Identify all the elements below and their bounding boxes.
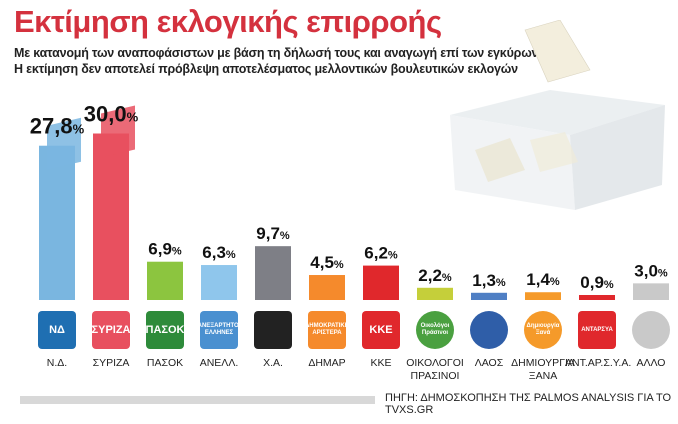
- allo-logo: [631, 310, 671, 350]
- syriza-logo: ΣΥΡΙΖΑ: [91, 310, 131, 350]
- data-label-10: 0,9%: [580, 273, 614, 292]
- data-label-5: 4,5%: [310, 253, 344, 272]
- chart-title: Εκτίμηση εκλογικής επιρροής: [14, 4, 442, 39]
- bar-7: [417, 287, 453, 300]
- bar-11: [633, 283, 669, 300]
- ballot-box-illustration: [450, 20, 665, 210]
- source-note: ΠΗΓΗ: ΔΗΜΟΣΚΟΠΗΣΗ ΤΗΣ PALMOS ANALYSIS ΓΙ…: [385, 392, 672, 416]
- chart-disclaimer: Η εκτίμηση δεν αποτελεί πρόβλεψη αποτελέ…: [14, 62, 518, 76]
- category-label-6: ΚΚΕ: [370, 357, 392, 369]
- data-label-4: 9,7%: [256, 224, 290, 243]
- category-label-9: ΔΗΜΙΟΥΡΓΙΑ ΞΑΝΑ: [511, 357, 575, 382]
- laos-logo: [469, 310, 509, 350]
- data-label-1: 30,0%: [84, 102, 139, 127]
- bar-3: [201, 265, 237, 300]
- category-label-11: ΑΛΛΟ: [636, 357, 666, 369]
- category-label-7: ΟΙΚΟΛΟΓΟΙ ΠΡΑΣΙΝΟΙ: [406, 357, 464, 382]
- bar-0: [39, 145, 75, 300]
- data-label-8: 1,3%: [472, 271, 506, 290]
- data-label-6: 6,2%: [364, 244, 398, 263]
- source-bar: [20, 396, 375, 404]
- dimiourgia-logo: Δημιουργία Ξανά: [523, 310, 563, 350]
- category-label-10: ΑΝΤ.ΑΡ.Σ.Υ.Α.: [565, 357, 632, 369]
- category-label-4: Χ.Α.: [263, 357, 283, 369]
- data-label-11: 3,0%: [634, 261, 668, 280]
- chart-subtitle: Με κατανομή των αναποφάσιστων με βάση τη…: [14, 46, 542, 60]
- bar-flag-1: [101, 105, 135, 158]
- bar-5: [309, 275, 345, 300]
- category-label-3: ΑΝΕΛΛ.: [199, 357, 239, 369]
- data-label-2: 6,9%: [148, 240, 182, 259]
- pasok-logo: ΠΑΣΟΚ: [145, 310, 185, 350]
- bar-9: [525, 292, 561, 300]
- nd-logo: ΝΔ: [37, 310, 77, 350]
- bar-6: [363, 265, 399, 300]
- bar-2: [147, 261, 183, 300]
- category-label-0: Ν.Δ.: [46, 357, 68, 369]
- kke-logo: ΚΚΕ: [361, 310, 401, 350]
- data-label-0: 27,8%: [30, 114, 85, 139]
- category-label-1: ΣΥΡΙΖΑ: [92, 357, 130, 369]
- bar-8: [471, 292, 507, 300]
- bar-1: [93, 133, 129, 300]
- category-label-8: ΛΑΟΣ: [474, 357, 504, 369]
- bar-4: [255, 246, 291, 300]
- anel-logo: ΑΝΕΞΑΡΤΗΤΟΙ ΕΛΛΗΝΕΣ: [198, 310, 240, 350]
- oikologoi-logo: Οικολόγοι Πράσινοι: [415, 310, 455, 350]
- bar-flag-0: [47, 117, 81, 170]
- data-label-7: 2,2%: [418, 266, 452, 285]
- category-label-2: ΠΑΣΟΚ: [146, 357, 184, 369]
- dimar-logo: ΔΗΜΟΚΡΑΤΙΚΗ ΑΡΙΣΤΕΡΑ: [305, 310, 349, 350]
- xa-logo: [253, 310, 293, 350]
- data-label-3: 6,3%: [202, 243, 236, 262]
- bar-10: [579, 295, 615, 300]
- data-label-9: 1,4%: [526, 270, 560, 289]
- category-label-5: ΔΗΜΑΡ: [308, 357, 346, 369]
- antarsya-logo: ΑΝΤΑΡΣΥΑ: [577, 310, 617, 350]
